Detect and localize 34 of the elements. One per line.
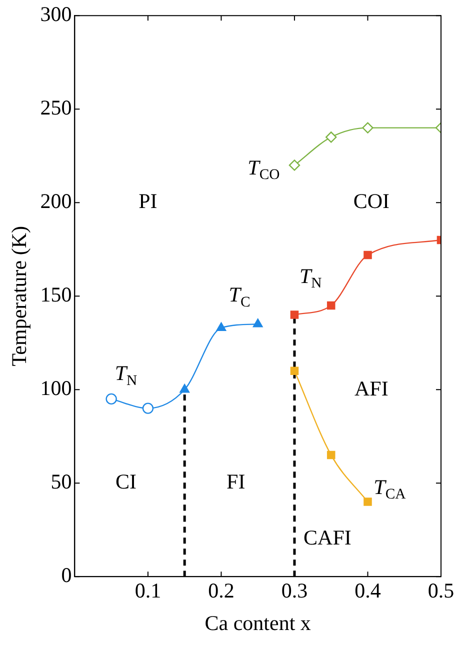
annotation: PI	[138, 188, 158, 213]
x-tick-label: 0.4	[354, 578, 382, 603]
point	[326, 450, 336, 460]
point	[180, 384, 190, 393]
point	[288, 160, 300, 171]
y-tick-label: 0	[61, 563, 72, 588]
y-tick-label: 300	[40, 2, 72, 26]
x-axis-title: Ca content x	[204, 610, 312, 635]
point	[252, 318, 263, 328]
point	[362, 122, 374, 134]
point	[364, 250, 372, 260]
y-tick-label: 200	[40, 189, 72, 214]
point	[326, 132, 337, 143]
point	[106, 393, 117, 405]
point	[290, 366, 299, 376]
y-tick-label: 100	[40, 376, 72, 400]
point	[364, 498, 372, 506]
point	[216, 322, 226, 331]
y-tick-label: 250	[40, 96, 72, 120]
annotation: FI	[226, 469, 246, 494]
x-tick-label: 0.1	[134, 578, 162, 603]
y-axis-title: Temperature (K)	[7, 226, 32, 366]
x-tick-label: 0.2	[208, 578, 234, 603]
x-tick-label: 0.5	[428, 578, 454, 603]
annotation: CAFI	[304, 526, 352, 550]
point	[290, 310, 299, 319]
point	[326, 301, 336, 310]
point	[142, 402, 154, 414]
y-tick-label: 150	[40, 282, 72, 307]
x-tick-label: 0.3	[281, 578, 308, 603]
annotation: COI	[353, 188, 390, 213]
annotation: AFI	[354, 376, 388, 400]
y-tick-label: 50	[50, 470, 72, 494]
annotation: CI	[115, 469, 136, 494]
